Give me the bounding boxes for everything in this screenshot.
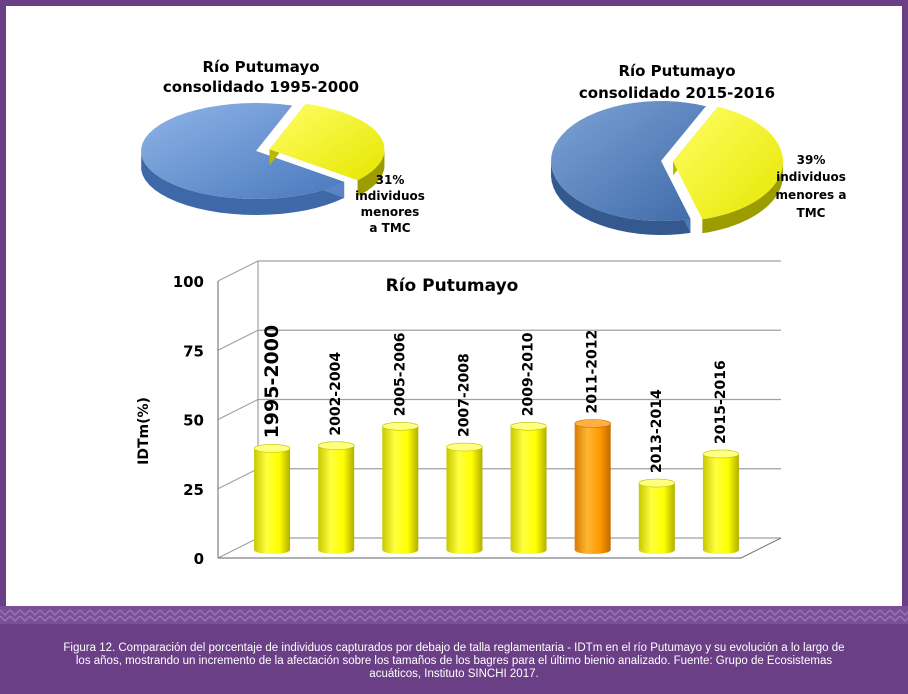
pie-chart-1995-2000: Río Putumayo consolidado 1995-2000 31% i… bbox=[141, 58, 425, 235]
pie-slice-highlight bbox=[269, 103, 385, 181]
bar-top bbox=[382, 421, 419, 431]
bar-top bbox=[702, 449, 740, 459]
category-label: 2011-2012 bbox=[585, 330, 601, 414]
pie1-label-line4: a TMC bbox=[369, 221, 410, 235]
bar-2007-2008 bbox=[446, 442, 483, 554]
pie1-label-line1: 31% bbox=[376, 173, 405, 187]
bar-2011-2012 bbox=[574, 419, 611, 554]
bar-body bbox=[702, 453, 739, 554]
decorative-border bbox=[0, 606, 908, 624]
pie-slice-rest bbox=[141, 103, 345, 199]
category-label: 2007-2008 bbox=[456, 353, 472, 437]
pie-chart-2015-2016: Río Putumayo consolidado 2015-2016 39% i… bbox=[551, 62, 846, 235]
y-tick-label: 0 bbox=[194, 550, 204, 568]
category-label: 2013-2014 bbox=[649, 389, 665, 473]
bar-2009-2010 bbox=[510, 421, 547, 554]
bar-chart-title: Río Putumayo bbox=[386, 276, 519, 296]
bar-top bbox=[253, 444, 291, 453]
bar-body bbox=[638, 483, 675, 554]
pie2-label-line4: TMC bbox=[797, 206, 826, 220]
figure-canvas: Río Putumayo consolidado 1995-2000 31% i… bbox=[136, 58, 846, 568]
bar-top bbox=[317, 441, 355, 450]
pie-slice-rest bbox=[551, 101, 706, 221]
y-tick-label: 50 bbox=[183, 412, 204, 430]
y-tick-label: 100 bbox=[173, 273, 204, 291]
gridline bbox=[217, 398, 781, 421]
category-label: 1995-2000 bbox=[261, 325, 283, 439]
bars bbox=[253, 419, 740, 554]
bar-2015-2016 bbox=[702, 449, 740, 554]
bar-top bbox=[574, 419, 611, 428]
pie-slice-highlight bbox=[672, 106, 783, 220]
bar-2002-2004 bbox=[317, 441, 355, 554]
category-labels: 1995-2000 2002-2004 2005-2006 2007-2008 2009… bbox=[261, 325, 729, 473]
bar-top bbox=[638, 478, 676, 488]
pie-side-rest bbox=[551, 162, 691, 235]
figure-caption: Figura 12. Comparación del porcentaje de… bbox=[63, 642, 845, 680]
pie-side-rest bbox=[141, 153, 345, 215]
pie1-label-line3: menores bbox=[361, 205, 420, 219]
gridline bbox=[217, 329, 781, 351]
pie2-label-line3: menores a bbox=[776, 188, 847, 202]
bar-body bbox=[254, 448, 291, 554]
zigzag-pattern bbox=[0, 606, 908, 624]
bar-top bbox=[446, 442, 483, 452]
y-axis-ticks: 0 25 50 75 100 bbox=[173, 273, 204, 568]
bar-chart: Río Putumayo IDTm(%) 0 25 50 75 100 1995-200… bbox=[136, 260, 782, 568]
pie-side-highlight bbox=[702, 162, 783, 234]
gridline bbox=[217, 468, 781, 490]
category-label: 2009-2010 bbox=[521, 332, 537, 416]
pie2-title-line1: Río Putumayo bbox=[618, 62, 735, 80]
bar-top bbox=[510, 421, 547, 431]
bar-body bbox=[574, 423, 611, 554]
y-axis-label: IDTm(%) bbox=[136, 397, 152, 465]
bar-body bbox=[446, 447, 483, 554]
bar-chart-grid bbox=[217, 260, 782, 559]
category-label: 2015-2016 bbox=[713, 360, 729, 444]
pie1-label-line2: individuos bbox=[355, 189, 425, 203]
pie1-title-line2: consolidado 1995-2000 bbox=[163, 78, 359, 96]
y-tick-label: 75 bbox=[183, 342, 204, 360]
pie1-title-line1: Río Putumayo bbox=[202, 58, 319, 76]
x-axis-floor bbox=[218, 537, 782, 559]
bar-body bbox=[382, 426, 419, 554]
figure-panel: Río Putumayo consolidado 1995-2000 31% i… bbox=[6, 6, 902, 606]
gridline bbox=[217, 537, 781, 559]
pie2-label-line1: 39% bbox=[797, 153, 826, 167]
bar-2013-2014 bbox=[638, 478, 676, 554]
pie2-title-line2: consolidado 2015-2016 bbox=[579, 84, 775, 102]
bar-body bbox=[510, 426, 547, 554]
bar-body bbox=[318, 445, 355, 554]
category-label: 2005-2006 bbox=[392, 333, 408, 417]
bar-2005-2006 bbox=[382, 421, 419, 554]
category-label: 2002-2004 bbox=[328, 352, 344, 436]
pie2-label-line2: individuos bbox=[776, 170, 846, 184]
bar-1995-2000 bbox=[253, 444, 291, 554]
y-tick-label: 25 bbox=[183, 481, 204, 499]
pie-side-highlight bbox=[357, 150, 385, 197]
